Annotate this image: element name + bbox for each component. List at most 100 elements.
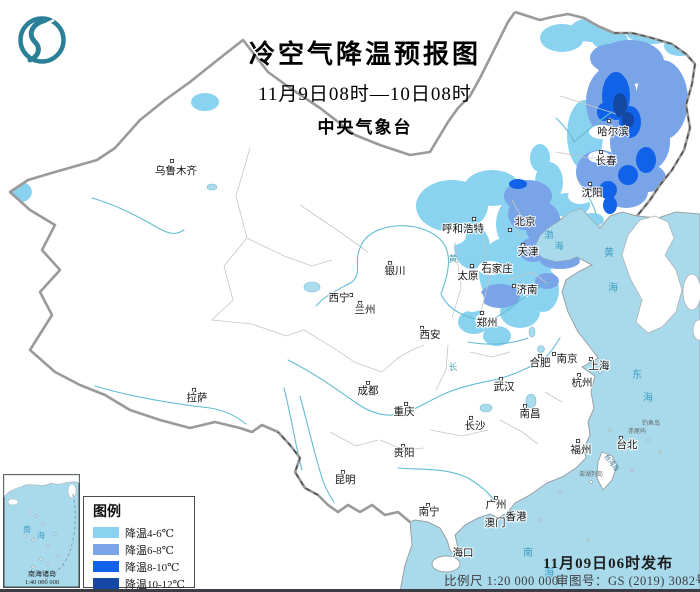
city-dot — [493, 495, 499, 501]
city-dot — [469, 263, 475, 269]
city-label: 成都 — [358, 385, 379, 397]
city-label: 拉萨 — [187, 391, 208, 404]
map-label: 长 — [448, 361, 457, 372]
city-dot — [506, 510, 512, 516]
scale-label: 比例尺 1:20 000 000 — [444, 574, 559, 588]
city-dot — [468, 415, 474, 421]
city-label: 济南 — [517, 283, 538, 296]
city-label: 昆明 — [335, 474, 356, 486]
city-label: 杭州 — [572, 376, 593, 389]
city-dot — [419, 325, 425, 331]
city-dot — [425, 502, 431, 508]
city-label: 南昌 — [520, 407, 541, 420]
city-dot — [520, 242, 526, 248]
logo-ring-icon — [18, 16, 66, 64]
city-label: 天津 — [518, 246, 539, 258]
province-boundaries — [211, 95, 617, 451]
lakes — [206, 183, 545, 413]
city-dot — [169, 158, 175, 164]
city-label: 乌鲁木齐 — [155, 164, 197, 177]
inset-sea-label-1: 南 — [23, 524, 31, 534]
city-dot — [191, 387, 197, 393]
city-dot — [598, 149, 604, 155]
city-label: 西安 — [420, 328, 441, 341]
map-label: 黄 — [448, 253, 457, 264]
city-label: 北京 — [515, 215, 536, 228]
map-label: 海 — [608, 281, 618, 294]
approval-number: 审图号：GS (2019) 3082号 — [556, 574, 700, 588]
inset-hainan — [7, 498, 19, 506]
legend-swatch — [93, 561, 119, 572]
city-label: 呼和浩特 — [442, 223, 484, 235]
city-label: 福州 — [571, 443, 592, 456]
city-label: 澳门 — [485, 516, 506, 529]
legend-item: 降温10-12℃ — [93, 575, 194, 592]
city-dot — [387, 260, 393, 266]
uncolored-gaps — [438, 125, 615, 327]
city-dot — [400, 443, 406, 449]
legend-item: 降温6-8℃ — [93, 541, 194, 558]
map-label: 赤尾屿 — [628, 427, 646, 435]
city-dot — [587, 181, 593, 187]
issuing-agency: 中央气象台 — [317, 118, 413, 137]
city-dot — [551, 351, 557, 357]
city-dot — [498, 376, 504, 382]
hainan-island — [431, 555, 461, 573]
legend-title: 图例 — [93, 505, 121, 520]
cooling-regions — [10, 18, 695, 503]
city-label: 哈尔滨 — [597, 125, 629, 138]
city-label: 银川 — [385, 264, 406, 277]
city-dot — [537, 353, 543, 359]
legend-label: 降温6-8℃ — [125, 544, 174, 557]
forecast-period: 11月9日08时—10日08时 — [258, 84, 472, 105]
map-label: 澎湖列岛 — [579, 470, 603, 478]
japan-island-2 — [692, 319, 700, 341]
inset-dash-line — [40, 493, 76, 583]
map-label: 东 — [632, 368, 642, 381]
city-label: 郑州 — [477, 316, 498, 329]
city-dot — [479, 310, 485, 316]
legend-swatch — [93, 544, 119, 555]
city-label: 重庆 — [394, 405, 415, 418]
inset-scale: 1:40 000 000 — [25, 579, 59, 586]
city-label: 合肥 — [530, 356, 551, 369]
legend-swatch — [93, 527, 119, 538]
city-dot — [606, 118, 612, 124]
rivers — [91, 111, 613, 503]
city-dot — [522, 403, 528, 409]
cma-logo — [18, 16, 66, 64]
legend-item: 降温8-10℃ — [93, 558, 194, 575]
city-dot — [618, 435, 624, 441]
city-dot — [588, 356, 594, 362]
map-label: 南 — [523, 546, 533, 559]
legend-item: 降温4-6℃ — [93, 524, 194, 541]
map-label: 海 — [544, 566, 554, 579]
legend-label: 降温10-12℃ — [125, 578, 185, 591]
city-label: 上海 — [589, 359, 610, 372]
map-label: 海 — [643, 391, 653, 404]
region-drop-10-12 — [613, 93, 634, 128]
city-dot — [348, 292, 354, 298]
map-header: 冷空气降温预报图 11月9日08时—10日08时 中央气象台 — [170, 34, 560, 138]
legend-swatch — [93, 578, 119, 589]
city-dot — [403, 401, 409, 407]
city-label: 长沙 — [465, 420, 486, 432]
map-label: 黄 — [604, 246, 614, 259]
city-dot — [340, 469, 346, 475]
map-frame-bottom — [0, 589, 700, 592]
logo-wing-icon — [45, 18, 55, 26]
small-islands — [538, 370, 662, 542]
city-dot — [486, 516, 492, 522]
city-dot — [482, 261, 488, 267]
city-dot — [471, 216, 477, 222]
city-label: 海口 — [453, 546, 474, 559]
japan-island — [682, 273, 700, 311]
city-dot — [507, 227, 513, 233]
city-label: 沈阳 — [582, 186, 603, 199]
map-label: 海 — [554, 240, 563, 251]
page-title: 冷空气降温预报图 — [248, 40, 481, 69]
national-border-dashes — [277, 32, 696, 496]
